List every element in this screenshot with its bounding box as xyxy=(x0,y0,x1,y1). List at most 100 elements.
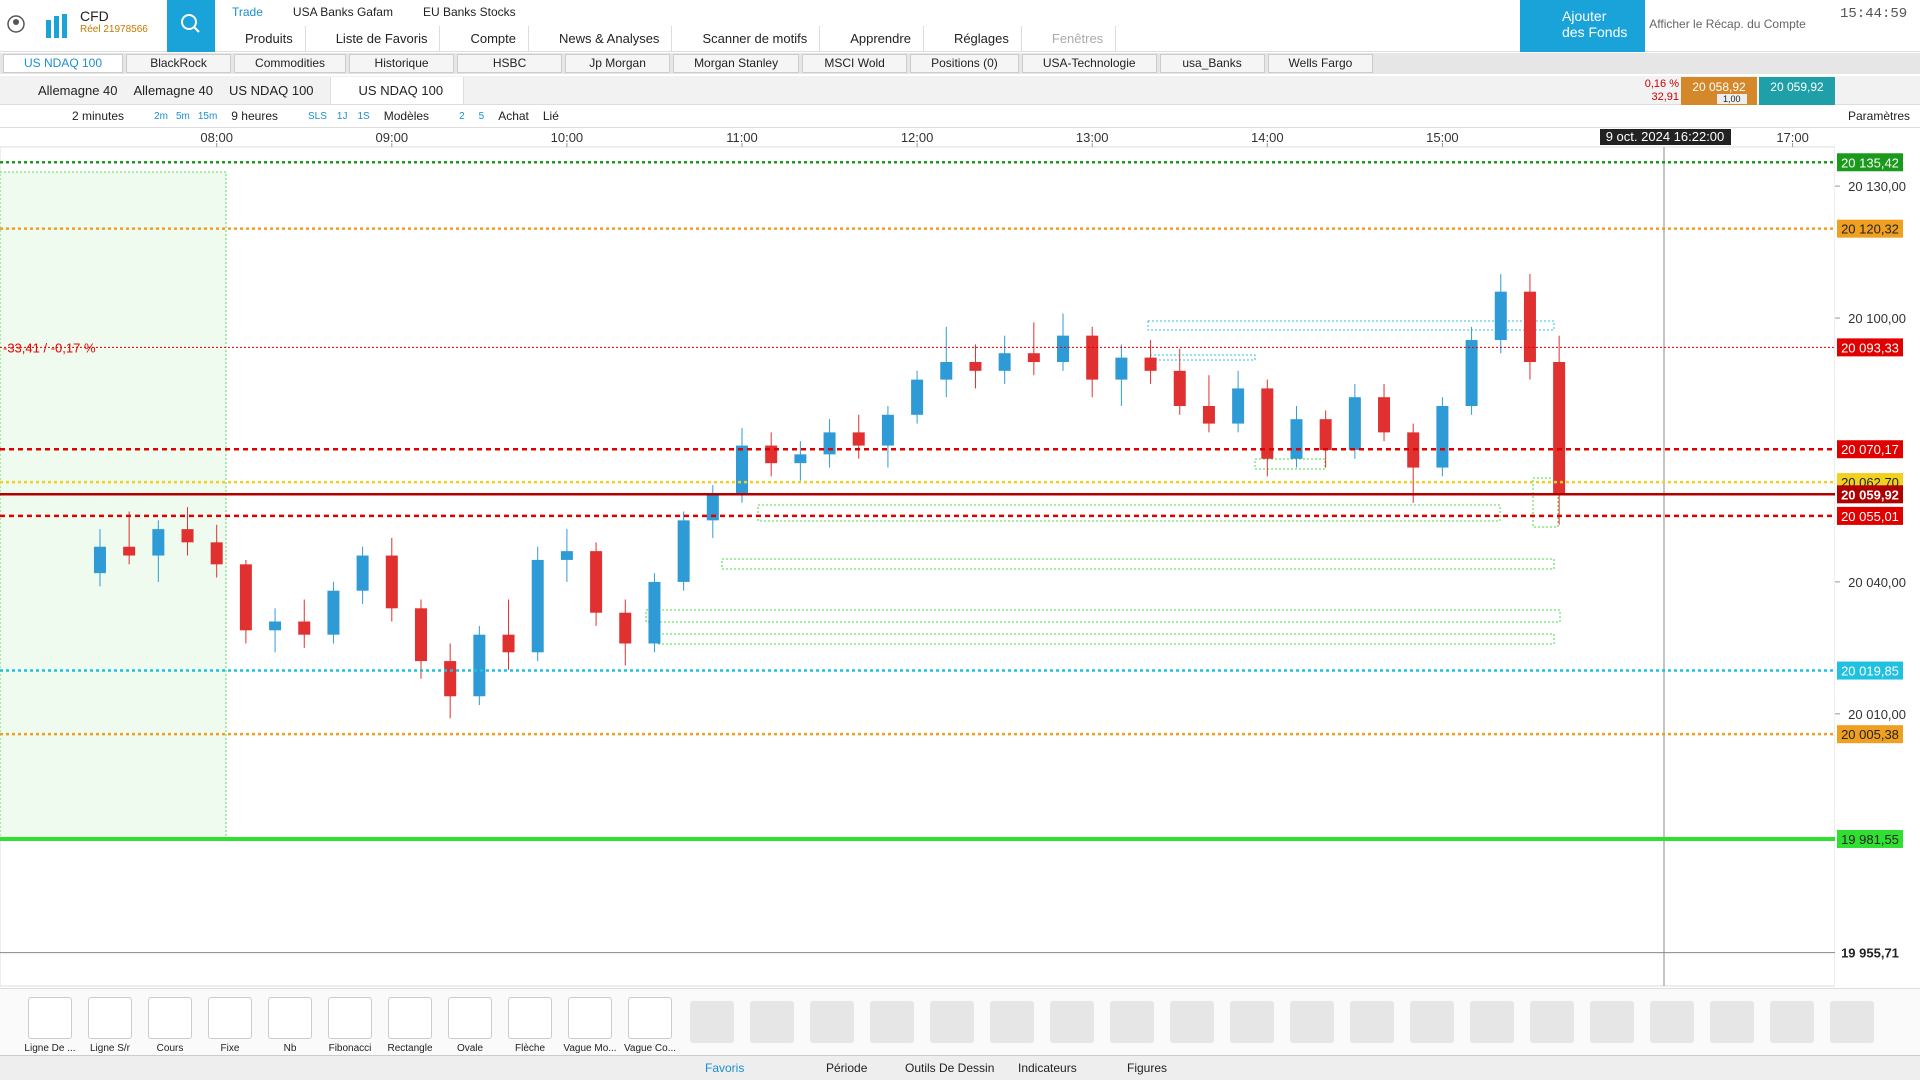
user-icon[interactable] xyxy=(6,14,26,34)
menu-item[interactable]: Compte xyxy=(440,26,529,52)
watchlist-tab[interactable]: Wells Fargo xyxy=(1267,54,1374,73)
mode[interactable]: 1S xyxy=(357,110,370,122)
watchlist-tab[interactable]: Morgan Stanley xyxy=(673,54,800,73)
search-button[interactable] xyxy=(167,0,215,52)
menu-item[interactable]: Produits xyxy=(215,26,306,52)
mode[interactable]: 1J xyxy=(336,110,348,122)
menu-item[interactable]: Apprendre xyxy=(820,26,924,52)
candle-body xyxy=(940,362,953,380)
tool-label: Flèche xyxy=(514,1043,545,1054)
menu-item[interactable]: Fenêtres xyxy=(1022,26,1117,52)
price-chart[interactable]: 08:00 09:00 10:00 11:00 12:00 13:00 14:00 15:00… xyxy=(0,128,1920,988)
watchlist-tab[interactable]: Jp Morgan xyxy=(565,54,671,73)
candle-body xyxy=(414,608,427,662)
candle-body xyxy=(93,546,106,574)
candle-body xyxy=(852,432,865,446)
menu-item[interactable]: News & Analyses xyxy=(529,26,673,52)
candle-body xyxy=(648,581,661,644)
buy[interactable]: Achat xyxy=(498,109,529,123)
tool-slot xyxy=(1290,1001,1334,1043)
top-link[interactable]: USA Banks Gafam xyxy=(292,5,393,19)
mode[interactable]: SLS xyxy=(308,110,327,122)
span[interactable]: 9 heures xyxy=(231,109,278,123)
menu-item[interactable]: Réglages xyxy=(924,26,1022,52)
candle-body xyxy=(1027,353,1040,363)
watchlist-tab[interactable]: HSBC xyxy=(457,54,563,73)
change-abs: 32,91 xyxy=(1651,91,1679,103)
label: Ajouter xyxy=(1562,8,1607,24)
x-tick-label: 12:00 xyxy=(901,130,934,145)
settings[interactable]: Paramètres xyxy=(1847,109,1910,123)
tool[interactable]: Fixe xyxy=(200,997,260,1054)
tool[interactable]: Ovale xyxy=(440,997,500,1054)
x-tick-label: 10:00 xyxy=(551,130,584,145)
chart-tab[interactable]: US NDAQ 100 xyxy=(329,76,465,104)
y-tick-label: 20 010,00 xyxy=(1848,707,1906,722)
chart-tab[interactable]: Allemagne 40 xyxy=(133,82,214,98)
level-label: 20 135,42 xyxy=(1841,155,1899,170)
watchlist-tabs: US NDAQ 100 BlackRock Commodities Historiqu… xyxy=(0,53,1920,74)
layout-num[interactable]: 5 xyxy=(478,110,485,122)
quick-interval[interactable]: 5m xyxy=(175,110,190,122)
candle-body xyxy=(1232,388,1245,424)
interval[interactable]: 2 minutes xyxy=(72,109,125,123)
bottom-tab[interactable]: Outils De Dessin xyxy=(905,1061,995,1075)
watchlist-tab[interactable]: usa_Banks xyxy=(1159,54,1265,73)
cursor-time-bg xyxy=(1600,129,1731,145)
tool-slot xyxy=(870,1001,914,1043)
watchlist-tab[interactable]: Historique xyxy=(349,54,455,73)
menu-item[interactable]: Scanner de motifs xyxy=(672,26,821,52)
x-tick-label: 08:00 xyxy=(200,130,233,145)
watchlist-tab[interactable]: USA-Technologie xyxy=(1021,54,1157,73)
menu-item[interactable]: Liste de Favoris xyxy=(306,26,441,52)
quick-interval[interactable]: 15m xyxy=(197,110,218,122)
top-link[interactable]: Trade xyxy=(232,5,263,19)
tool[interactable]: Ligne De ... xyxy=(20,997,80,1054)
quick-interval[interactable]: 2m xyxy=(154,110,168,122)
tool-label: Rectangle xyxy=(387,1043,433,1054)
tool-slot xyxy=(1410,1001,1454,1043)
watchlist-tab[interactable]: MSCI Wold xyxy=(802,54,908,73)
candle-body xyxy=(123,546,136,556)
linked[interactable]: Lié xyxy=(542,109,559,123)
clock: 15:44:59 xyxy=(1840,6,1908,22)
watchlist-tab[interactable]: BlackRock xyxy=(126,54,232,73)
candle-body xyxy=(881,414,894,446)
candle-body xyxy=(356,555,369,591)
tool[interactable]: Vague Mo... xyxy=(560,997,620,1054)
tool[interactable]: Flèche xyxy=(500,997,560,1054)
watchlist-tab[interactable]: Positions (0) xyxy=(910,54,1019,73)
candle-body xyxy=(444,661,457,697)
bottom-tab[interactable]: Période xyxy=(826,1061,868,1075)
level-label: 20 055,01 xyxy=(1841,509,1899,524)
top-link[interactable]: EU Banks Stocks xyxy=(422,5,516,19)
recap-link[interactable]: Afficher le Récap. du Compte xyxy=(1649,17,1806,31)
x-tick-label: 11:00 xyxy=(726,130,758,145)
tool[interactable]: Fibonacci xyxy=(320,997,380,1054)
templates[interactable]: Modèles xyxy=(383,109,430,123)
main-menu: Produits Liste de Favoris Compte News & Ana… xyxy=(215,26,1117,52)
top-bar: CFD Réel 21978566 Trade USA Banks Gafam EU … xyxy=(0,0,1920,52)
add-funds-button[interactable]: Ajouter des Fonds xyxy=(1520,0,1645,52)
ask[interactable]: 20 059,92 xyxy=(1759,77,1835,105)
bottom-tab[interactable]: Favoris xyxy=(705,1061,745,1075)
tool[interactable]: Rectangle xyxy=(380,997,440,1054)
watchlist-tab[interactable]: Commodities xyxy=(234,54,347,73)
label: des Fonds xyxy=(1562,24,1628,40)
chart-tab[interactable]: Allemagne 40 xyxy=(38,82,118,98)
tool[interactable]: Vague Co... xyxy=(620,997,680,1054)
candle-body xyxy=(1494,291,1507,341)
candle-body xyxy=(1378,397,1391,433)
bottom-tab[interactable]: Indicateurs xyxy=(1018,1061,1077,1075)
tool-label: Nb xyxy=(283,1043,297,1054)
y-tick-label: 20 130,00 xyxy=(1848,179,1906,194)
watchlist-tab[interactable]: US NDAQ 100 xyxy=(3,54,124,73)
layout-num[interactable]: 2 xyxy=(459,110,465,122)
level-tag xyxy=(1837,338,1903,357)
tool[interactable]: Ligne S/r xyxy=(80,997,140,1054)
tool[interactable]: Nb xyxy=(260,997,320,1054)
chart-tab[interactable]: US NDAQ 100 xyxy=(229,82,314,98)
bottom-tab[interactable]: Figures xyxy=(1127,1061,1168,1075)
level-tag xyxy=(1837,943,1903,962)
tool[interactable]: Cours xyxy=(140,997,200,1054)
